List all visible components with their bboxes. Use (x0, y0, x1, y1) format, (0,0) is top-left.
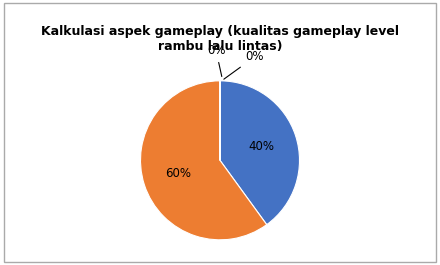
Text: 40%: 40% (249, 140, 275, 153)
Wedge shape (140, 81, 267, 240)
Text: 60%: 60% (165, 167, 191, 180)
Wedge shape (220, 81, 300, 225)
Title: Kalkulasi aspek gameplay (kualitas gameplay level
rambu lalu lintas): Kalkulasi aspek gameplay (kualitas gamep… (41, 25, 399, 53)
Text: 0%: 0% (207, 44, 225, 77)
Text: 0%: 0% (224, 50, 264, 79)
